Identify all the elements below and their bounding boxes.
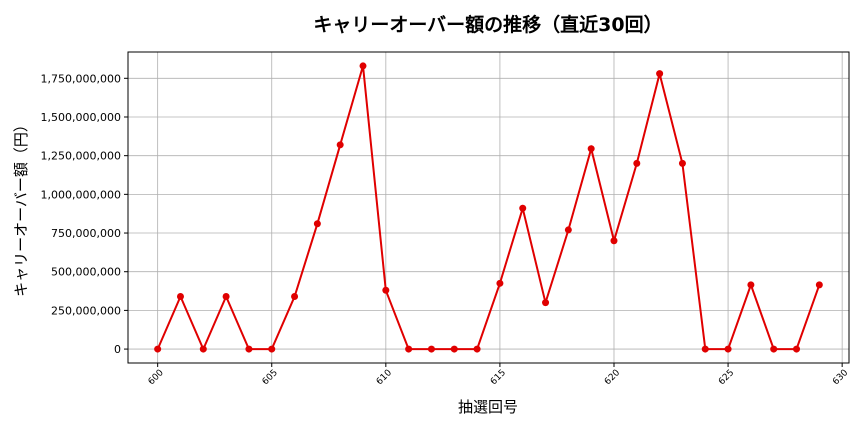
series-carryover: [154, 62, 823, 353]
data-point: [542, 299, 550, 307]
series-line: [156, 65, 821, 352]
y-tick-label: 500,000,000: [51, 266, 121, 279]
y-axis-label: キャリーオーバー額（円）: [12, 117, 30, 297]
data-point: [793, 345, 801, 353]
x-axis-label: 抽選回号: [458, 398, 518, 416]
data-point: [291, 292, 299, 300]
x-tick-label: 605: [261, 368, 280, 387]
data-point: [770, 345, 778, 353]
data-point: [496, 279, 504, 287]
data-point: [336, 141, 344, 149]
data-point: [701, 345, 709, 353]
data-point: [268, 345, 276, 353]
data-point: [610, 237, 618, 245]
y-tick-label: 1,750,000,000: [41, 72, 121, 85]
x-tick-label: 620: [603, 368, 622, 387]
data-point: [313, 220, 321, 228]
y-axis-ticks: 0 250,000,000 500,000,000 750,000,000 1,000,…: [41, 72, 128, 356]
x-tick-label: 625: [717, 368, 736, 387]
data-point: [587, 145, 595, 153]
y-tick-label: 0: [114, 343, 121, 356]
data-point: [450, 345, 458, 353]
data-point: [519, 204, 527, 212]
data-point: [222, 292, 230, 300]
y-tick-label: 750,000,000: [51, 227, 121, 240]
data-point: [633, 159, 641, 167]
data-point: [656, 70, 664, 78]
y-tick-label: 1,000,000,000: [41, 188, 121, 201]
x-tick-label: 610: [375, 368, 394, 387]
x-tick-label: 615: [489, 368, 508, 387]
data-point: [176, 292, 184, 300]
x-axis-ticks: 600 605 610 615 620 625 630: [147, 363, 851, 387]
data-point: [382, 286, 390, 294]
x-tick-label: 630: [831, 368, 850, 387]
data-point: [815, 281, 823, 289]
data-point: [405, 345, 413, 353]
data-point: [427, 345, 435, 353]
data-point: [199, 345, 207, 353]
data-point: [564, 226, 572, 234]
x-tick-label: 600: [147, 368, 166, 387]
data-point: [154, 345, 162, 353]
y-tick-label: 1,500,000,000: [41, 111, 121, 124]
data-point: [678, 159, 686, 167]
grid-lines: [128, 52, 849, 363]
data-point: [245, 345, 253, 353]
data-point: [747, 281, 755, 289]
plot-area: [127, 51, 850, 364]
data-point: [724, 345, 732, 353]
y-tick-label: 1,250,000,000: [41, 150, 121, 163]
data-point: [473, 345, 481, 353]
chart-title: キャリーオーバー額の推移（直近30回）: [313, 13, 662, 36]
data-point: [359, 62, 367, 70]
y-tick-label: 250,000,000: [51, 304, 121, 317]
